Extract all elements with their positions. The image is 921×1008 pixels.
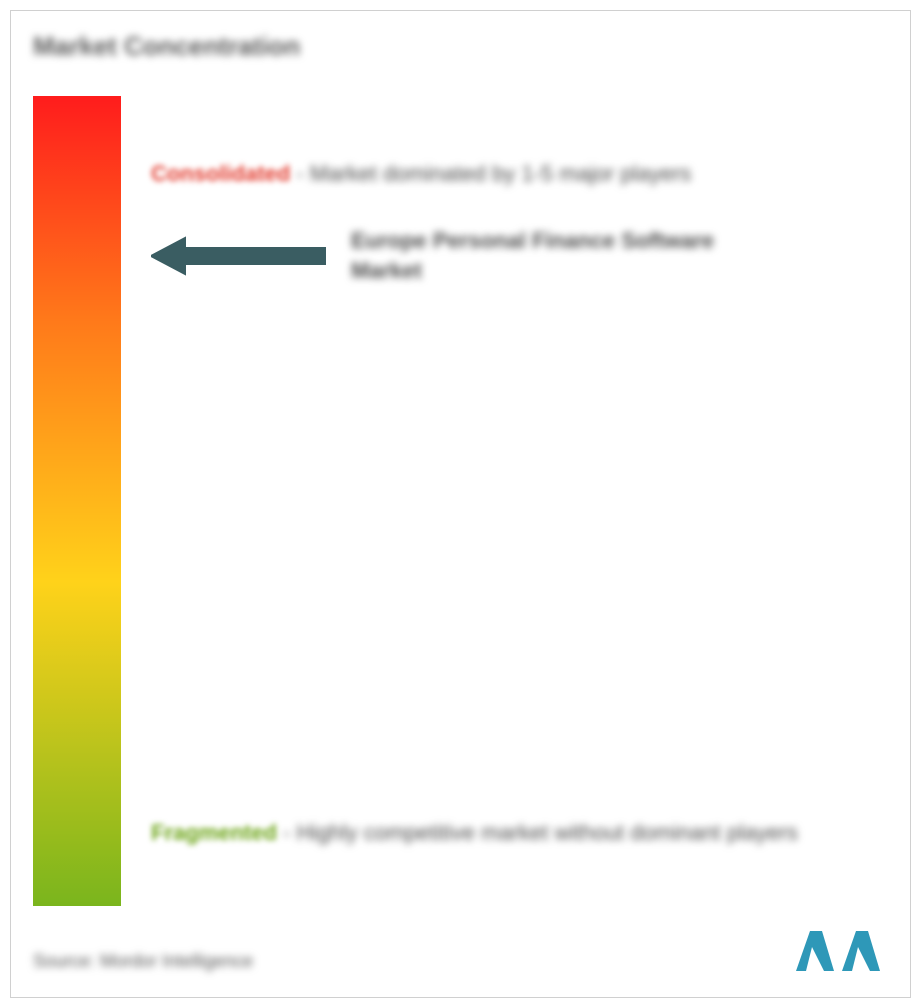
chart-title: Market Concentration [33, 31, 300, 62]
fragmented-label: Fragmented [151, 820, 277, 845]
consolidated-description: - Market dominated by 1-5 major players [296, 161, 691, 187]
consolidated-row: Consolidated - Market dominated by 1-5 m… [151, 161, 691, 187]
source-attribution: Source: Mordor Intelligence [33, 951, 253, 972]
market-name-label: Europe Personal Finance Software Market [351, 226, 771, 285]
concentration-gradient-bar [33, 96, 121, 906]
fragmented-description: - Highly competitive market without domi… [283, 820, 798, 845]
brand-logo [792, 927, 888, 975]
arrow-shape [151, 238, 326, 274]
consolidated-label: Consolidated [151, 161, 290, 187]
fragmented-row: Fragmented - Highly competitive market w… [151, 816, 798, 849]
chart-frame: Market Concentration Consolidated - Mark… [10, 10, 911, 998]
market-pointer-arrow [151, 236, 326, 281]
